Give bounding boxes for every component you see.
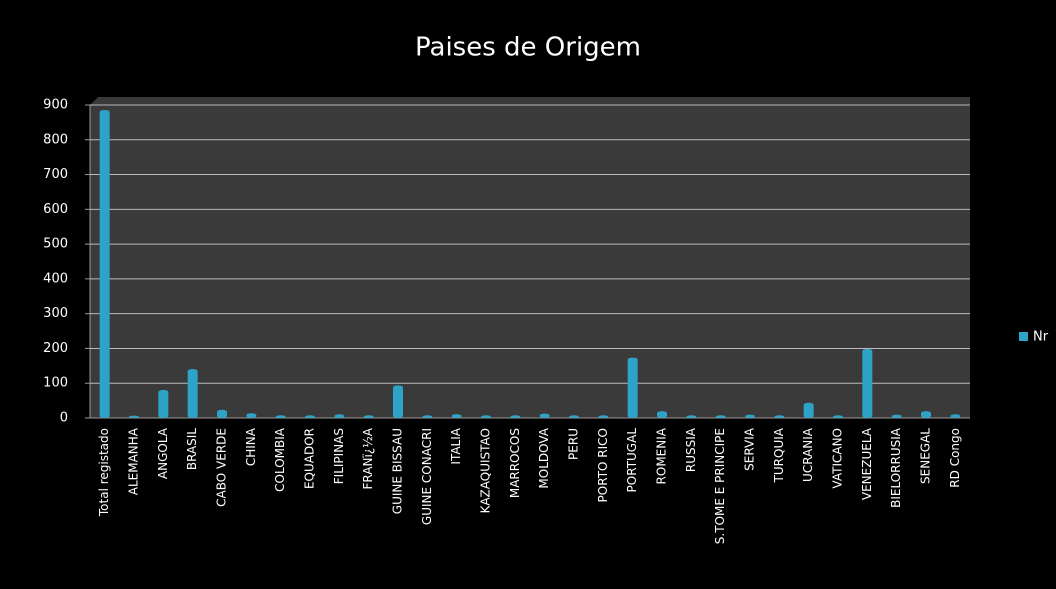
bar [569, 415, 579, 418]
bar [950, 414, 961, 418]
plot-area [90, 97, 970, 418]
legend-swatch [1019, 332, 1028, 341]
x-tick-label: KAZAQUISTAO [479, 428, 493, 513]
x-tick-label: Total registado [97, 428, 111, 517]
bar [129, 415, 139, 418]
bar [246, 413, 257, 418]
x-tick-label: PORTUGAL [625, 428, 639, 493]
y-tick-label: 400 [43, 271, 68, 286]
bar [833, 415, 843, 418]
bar [363, 415, 374, 418]
bar [451, 414, 462, 418]
x-tick-label: FRANï¿½A [361, 427, 375, 489]
y-tick-label: 200 [43, 341, 68, 356]
y-tick-label: 0 [60, 411, 68, 426]
x-tick-label: SENEGAL [919, 428, 933, 484]
x-tick-label: VENEZUELA [860, 427, 874, 500]
x-tick-label: VATICANO [831, 428, 845, 489]
bar [921, 411, 931, 418]
x-tick-label: EQUADOR [303, 428, 317, 489]
bar [891, 414, 902, 418]
bar [187, 369, 198, 418]
x-tick-label: CHINA [244, 427, 258, 466]
x-tick-label: CABO VERDE [215, 428, 229, 507]
bar [510, 415, 521, 418]
y-tick-label: 300 [43, 306, 68, 321]
bar [334, 414, 345, 418]
bar [862, 348, 873, 418]
x-tick-label: ALEMANHA [127, 427, 141, 495]
x-tick-label: PERU [567, 428, 581, 460]
bar [774, 415, 785, 418]
bar [217, 409, 227, 418]
x-tick-label: ANGOLA [156, 427, 170, 479]
y-tick-label: 900 [43, 98, 68, 113]
bar [715, 415, 726, 418]
bar [657, 411, 667, 418]
bar [686, 415, 697, 418]
bar [598, 415, 609, 418]
y-tick-label: 100 [43, 376, 68, 391]
x-tick-label: UCRANIA [801, 427, 815, 482]
x-tick-label: ROMENIA [655, 427, 669, 484]
x-tick-label: FILIPINAS [332, 428, 346, 484]
x-tick-label: BRASIL [185, 428, 199, 470]
bar [305, 415, 315, 418]
x-tick-label: PORTO RICO [596, 428, 610, 502]
x-tick-label: SERVIA [743, 427, 757, 471]
x-tick-label: BIELORRUSIA [889, 427, 903, 508]
bar [481, 415, 491, 418]
bar [803, 402, 814, 418]
x-tick-label: MARROCOS [508, 428, 522, 498]
x-tick-label: ITALIA [449, 427, 463, 464]
y-tick-label: 600 [43, 202, 68, 217]
x-tick-label: GUINE CONACRI [420, 428, 434, 525]
bar [745, 414, 755, 418]
x-tick-label: TURQUIA [772, 427, 786, 483]
x-tick-label: RUSSIA [684, 427, 698, 472]
bar [158, 389, 169, 418]
legend-label: Nr [1033, 330, 1049, 345]
y-tick-label: 700 [43, 167, 68, 182]
chart-title: Paises de Origem [415, 33, 641, 63]
y-tick-label: 800 [43, 132, 68, 147]
bar [422, 415, 433, 418]
x-tick-label: S.TOME E PRINCIPE [713, 428, 727, 544]
bar [393, 385, 403, 418]
bar [627, 357, 638, 418]
bar [99, 109, 110, 418]
bar [539, 413, 550, 418]
x-tick-label: GUINE BISSAU [391, 428, 405, 514]
x-tick-label: COLOMBIA [273, 427, 287, 492]
bar [275, 415, 286, 418]
x-tick-label: RD Congo [948, 428, 962, 488]
x-tick-label: MOLDOVA [537, 427, 551, 488]
y-tick-label: 500 [43, 237, 68, 252]
